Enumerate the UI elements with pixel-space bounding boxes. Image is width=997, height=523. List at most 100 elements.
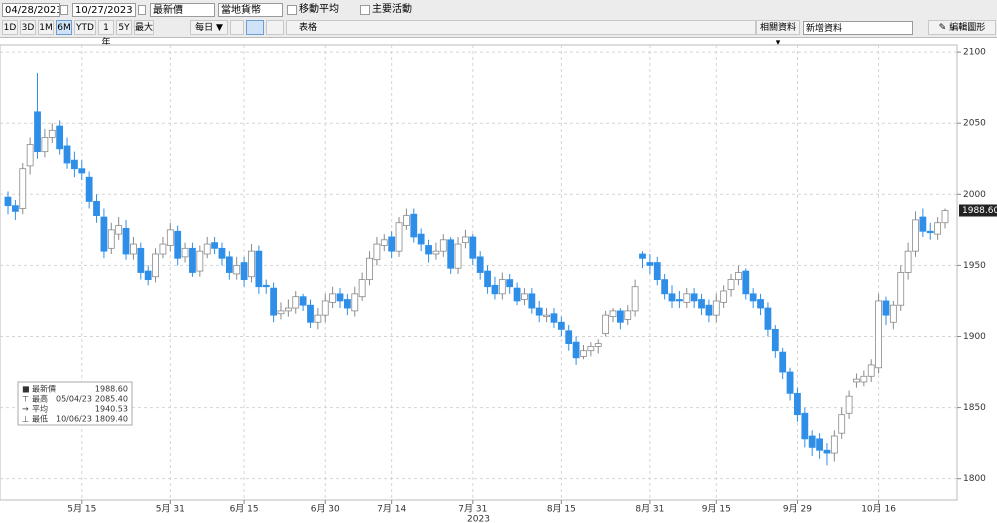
x-tick-label: 9月 15 bbox=[702, 504, 731, 515]
legend-label: 最新價 bbox=[32, 384, 56, 394]
chart: 1800 1850 1900 1950 2000 2050 2100 5月 15 5月 31 6月… bbox=[0, 44, 997, 523]
y-tick-label: 2000 bbox=[963, 190, 986, 200]
candle-body bbox=[277, 310, 285, 315]
candle-body bbox=[255, 250, 263, 288]
end-date[interactable]: 10/27/2023 bbox=[72, 3, 136, 17]
add-data-input[interactable]: 新增資料 bbox=[803, 21, 913, 35]
candle-body bbox=[211, 242, 218, 249]
candle-body bbox=[373, 243, 381, 261]
legend-box bbox=[17, 381, 133, 426]
candle-body bbox=[513, 287, 521, 302]
x-axis-label: 2023 bbox=[467, 515, 490, 523]
candle-body bbox=[498, 279, 506, 295]
range-button[interactable]: 3D bbox=[20, 20, 36, 35]
candle-body bbox=[683, 293, 691, 303]
range-button[interactable]: 最大 bbox=[134, 20, 154, 35]
legend-value: 1809.40 bbox=[95, 415, 128, 424]
candle-body bbox=[491, 284, 499, 295]
y-tick-label: 1800 bbox=[963, 474, 986, 484]
candle-body bbox=[690, 293, 698, 302]
candle-body bbox=[270, 287, 278, 316]
candle-body bbox=[639, 253, 646, 259]
range-button[interactable]: 5Y bbox=[116, 20, 132, 35]
y-tick-label: 2050 bbox=[963, 119, 986, 129]
range-button[interactable]: 1M bbox=[38, 20, 54, 35]
candle-body bbox=[794, 392, 801, 416]
candle-body bbox=[336, 293, 344, 302]
table-button[interactable]: 表格 bbox=[286, 20, 756, 35]
legend-value: 1988.60 bbox=[95, 385, 128, 394]
candle-body bbox=[771, 328, 779, 352]
candle-body bbox=[34, 111, 41, 153]
candle-body bbox=[41, 137, 49, 153]
candle-body bbox=[823, 449, 831, 454]
currency-dropdown[interactable]: 當地貨幣 bbox=[218, 3, 283, 17]
candle-body bbox=[875, 300, 882, 369]
related-dropdown[interactable]: 相關資料 ▾ bbox=[756, 20, 800, 48]
edit-button[interactable]: ✎ 編輯圖形 bbox=[928, 20, 996, 35]
candle-body bbox=[314, 314, 322, 323]
frequency-dropdown[interactable]: 每日 ▼ bbox=[190, 20, 228, 35]
button[interactable] bbox=[266, 20, 284, 35]
candle-body bbox=[432, 250, 440, 255]
legend: 最新價 1988.60 最高 05/04/23 2085.40 平均 1940.53 最低 10… bbox=[17, 381, 133, 426]
checkbox[interactable] bbox=[360, 5, 370, 15]
x-tick-label: 6月 30 bbox=[311, 504, 340, 515]
candle-body bbox=[550, 313, 558, 323]
candle-body bbox=[447, 239, 455, 269]
candle-body bbox=[572, 341, 580, 359]
y-tick-label: 2100 bbox=[963, 48, 986, 58]
candle-body bbox=[602, 314, 610, 335]
legend-icon: → bbox=[22, 405, 29, 414]
candle-body bbox=[380, 239, 388, 246]
candle-body bbox=[535, 307, 543, 316]
candle-body bbox=[521, 293, 528, 300]
candle-body bbox=[779, 351, 787, 373]
candle-body bbox=[609, 310, 617, 317]
candle-body bbox=[735, 272, 742, 281]
candle-body bbox=[616, 310, 624, 323]
candle-body bbox=[343, 299, 351, 309]
candle-body bbox=[631, 286, 639, 312]
range-button[interactable]: 1D bbox=[2, 20, 18, 35]
candle-body bbox=[63, 145, 71, 164]
candle-body bbox=[668, 293, 676, 302]
candle-body bbox=[661, 279, 669, 295]
candle-body bbox=[506, 279, 514, 288]
price-field-dropdown[interactable]: 最新價 bbox=[150, 3, 215, 17]
candle-body bbox=[889, 304, 897, 323]
candle-body bbox=[749, 293, 757, 302]
candle-body bbox=[85, 176, 93, 202]
checkbox[interactable] bbox=[287, 5, 297, 15]
candle-body bbox=[284, 307, 292, 312]
x-tick-label: 10月 16 bbox=[861, 504, 896, 515]
y-tick-label: 1850 bbox=[963, 403, 986, 413]
candle-body bbox=[307, 304, 314, 323]
candle-body bbox=[115, 225, 123, 235]
start-date[interactable]: 04/28/2023 bbox=[2, 3, 60, 17]
candle-body bbox=[366, 257, 373, 281]
candle-body bbox=[233, 264, 241, 275]
candle-body bbox=[764, 307, 772, 330]
range-button[interactable]: YTD bbox=[74, 20, 96, 35]
candle-body bbox=[919, 216, 927, 232]
button[interactable] bbox=[246, 20, 264, 35]
candle-body bbox=[543, 314, 550, 317]
candle-body bbox=[196, 250, 204, 272]
range-button[interactable]: 1年 bbox=[98, 20, 114, 48]
candle-body bbox=[742, 270, 750, 295]
calendar-button[interactable] bbox=[138, 5, 146, 15]
candle-body bbox=[351, 293, 359, 312]
events-label: 主要活動 bbox=[372, 4, 412, 15]
candle-body bbox=[853, 378, 860, 383]
candle-body bbox=[882, 300, 890, 316]
candle-body bbox=[395, 222, 403, 252]
candle-body bbox=[484, 270, 491, 288]
y-tick-label: 1950 bbox=[963, 261, 986, 271]
candle-body bbox=[93, 201, 100, 217]
legend-icon: ■ bbox=[22, 385, 30, 394]
calendar-button[interactable] bbox=[60, 5, 68, 15]
candle-body bbox=[838, 414, 846, 434]
button[interactable] bbox=[230, 20, 244, 35]
range-button[interactable]: 6M bbox=[56, 20, 72, 35]
